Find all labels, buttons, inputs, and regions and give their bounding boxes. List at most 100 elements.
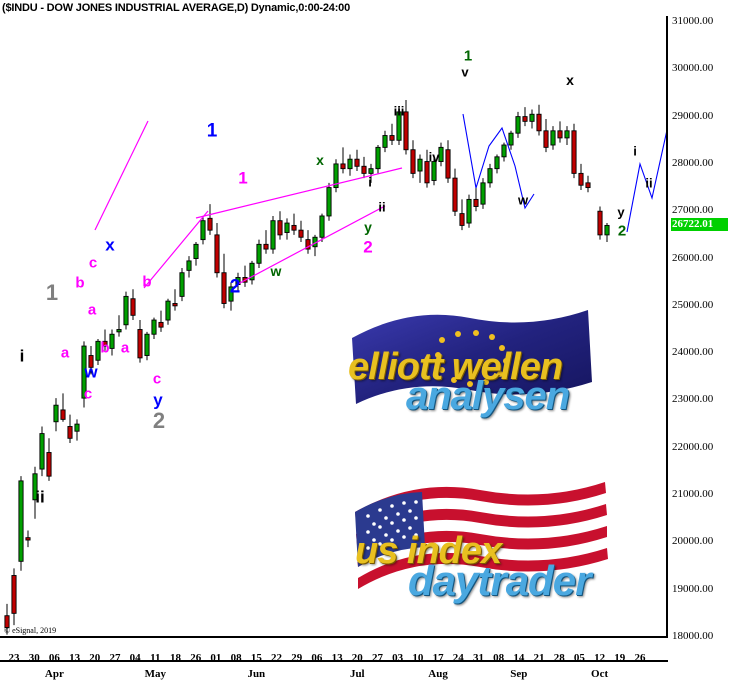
candle (221, 253, 227, 309)
price-tick: 23000.00 (672, 393, 714, 406)
candle (116, 315, 122, 337)
wave-label: 2 (229, 276, 241, 298)
price-tick: 20000.00 (672, 535, 714, 548)
candle (466, 194, 472, 228)
candle (32, 466, 38, 519)
trendline (237, 205, 386, 285)
plot-area[interactable]: elliott wellen analysen (0, 16, 666, 636)
logo-us-line1: us index (355, 530, 502, 572)
date-tick: 04 (129, 652, 141, 664)
candle (319, 213, 325, 242)
trendline (143, 210, 209, 289)
candlestick-svg (4, 100, 666, 635)
candle (536, 104, 542, 136)
date-tick: 13 (69, 652, 81, 664)
date-tick: 15 (250, 652, 262, 664)
candle (480, 178, 486, 209)
logo-eu-line1: elliott wellen (348, 346, 563, 388)
date-tick: 08 (230, 652, 242, 664)
wave-label: c (83, 385, 93, 403)
candle (312, 234, 318, 257)
candle (25, 530, 31, 548)
date-tick: 31 (472, 652, 484, 664)
candle (543, 118, 549, 153)
wave-label: iv (428, 149, 440, 165)
candle (263, 230, 269, 254)
candle (508, 130, 514, 150)
candle (578, 163, 584, 190)
wave-label: w (84, 362, 98, 382)
candle (256, 239, 262, 268)
wave-label: 1 (238, 168, 248, 188)
candle (522, 107, 528, 127)
logo-us-line2: daytrader (408, 557, 591, 604)
candle (172, 289, 178, 311)
candle (186, 256, 192, 278)
candle (529, 109, 535, 129)
candle (123, 291, 129, 330)
wave-label: v (461, 64, 469, 80)
wave-label: a (87, 301, 97, 319)
wave-label: 2 (363, 237, 373, 257)
wave-label: x (316, 152, 324, 168)
wave-label: ii (645, 175, 653, 191)
candle (494, 154, 500, 174)
candle (284, 218, 290, 240)
month-tick: Sep (510, 668, 528, 680)
date-tick: 17 (432, 652, 444, 664)
candle (137, 320, 143, 363)
candle (557, 121, 563, 143)
candle (235, 272, 241, 292)
wave-label: w (270, 263, 282, 279)
candle (597, 206, 603, 240)
wave-label: 2 (152, 408, 166, 433)
wave-label: y (364, 219, 372, 235)
candle (459, 199, 465, 231)
projection-line (626, 132, 666, 233)
candle (340, 147, 346, 174)
candle (354, 149, 360, 172)
candle (60, 393, 66, 422)
candle (445, 140, 451, 183)
candle (193, 241, 199, 266)
date-tick: 05 (573, 652, 585, 664)
candle (207, 204, 213, 235)
wave-label: c (152, 370, 162, 388)
wave-label: i (19, 346, 25, 366)
wave-label: a (120, 339, 130, 357)
price-tick: 19000.00 (672, 582, 714, 595)
copyright-notice: © eSignal, 2019 (4, 626, 57, 635)
wave-label: b (142, 273, 152, 291)
candle (305, 230, 311, 254)
candle (144, 331, 150, 361)
wave-label: i (368, 174, 372, 190)
candle (67, 414, 73, 444)
date-tick: 12 (594, 652, 606, 664)
wave-label: 2 (617, 222, 627, 240)
candle (151, 317, 157, 339)
candle (18, 476, 24, 571)
candle (438, 142, 444, 167)
candle (130, 289, 136, 321)
price-tick: 31000.00 (672, 15, 714, 27)
candle (11, 568, 17, 626)
candle (452, 168, 458, 216)
price-axis: 31000.00 30000.00 29000.00 28000.00 27000.00… (670, 0, 729, 660)
price-tick: 27000.00 (672, 204, 714, 217)
candle (347, 154, 353, 176)
month-tick: Apr (44, 668, 64, 680)
date-tick: 28 (553, 652, 565, 664)
candle (109, 329, 115, 356)
candle (242, 265, 248, 287)
month-tick: Aug (428, 668, 448, 680)
candle (81, 341, 87, 408)
logo-eu-line2: analysen (406, 374, 570, 418)
trendline (195, 167, 403, 219)
wave-label: 1 (45, 280, 59, 305)
logo-us-index-daytrader: us index daytrader (330, 464, 630, 614)
candle (361, 156, 367, 179)
wave-label: iii (393, 103, 405, 119)
candle (326, 182, 332, 221)
candle (158, 310, 164, 332)
